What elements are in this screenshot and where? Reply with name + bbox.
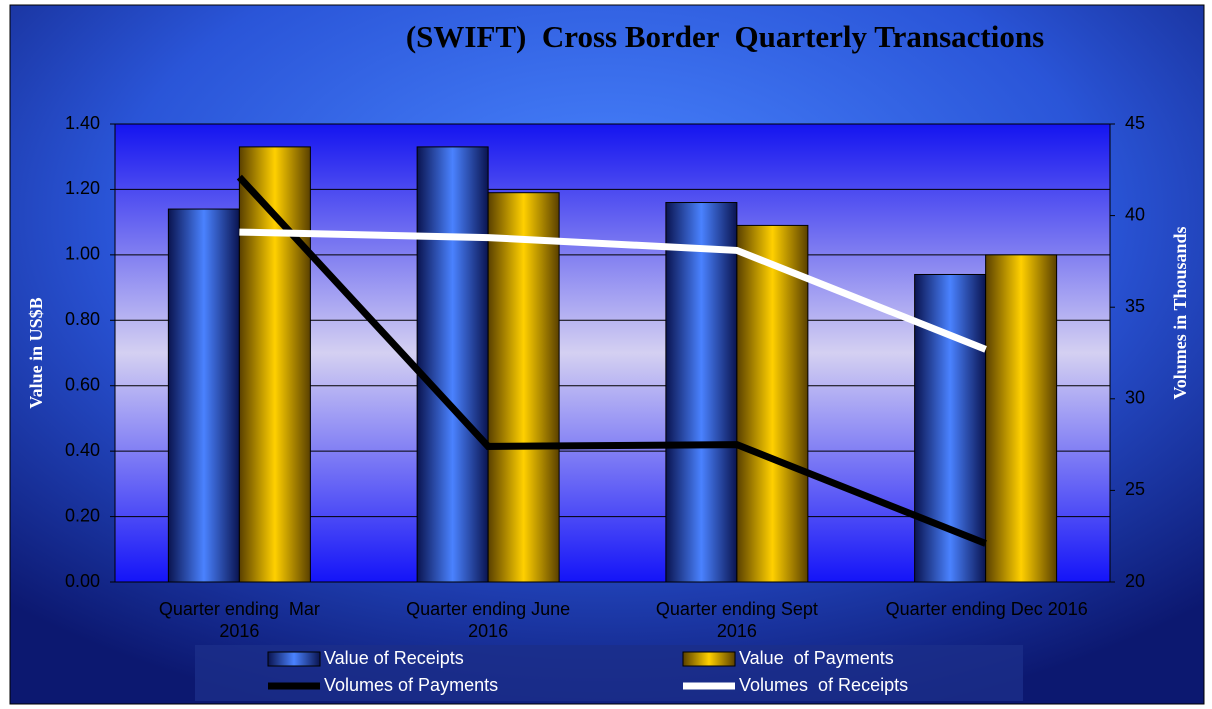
bar — [985, 254, 1058, 583]
x-tick-label: Quarter ending Mar 2016 — [158, 599, 325, 641]
y-tick-label: 1.00 — [65, 244, 100, 264]
bar — [736, 224, 809, 583]
y2-tick-label: 40 — [1125, 204, 1145, 224]
legend-swatch — [267, 651, 321, 667]
y2-tick-label: 45 — [1125, 113, 1145, 133]
y-tick-label: 0.60 — [65, 374, 100, 394]
legend-label: Volumes of Payments — [324, 675, 498, 695]
y2-tick-label: 30 — [1125, 388, 1145, 408]
y-tick-label: 1.20 — [65, 178, 100, 198]
bar — [487, 192, 560, 583]
y2-axis-label: Volumes in Thousands — [1170, 226, 1190, 399]
chart-title: (SWIFT) Cross Border Quarterly Transacti… — [406, 19, 1044, 54]
y-tick-label: 0.80 — [65, 309, 100, 329]
y2-tick-label: 20 — [1125, 571, 1145, 591]
y-tick-label: 1.40 — [65, 113, 100, 133]
y-axis-label: Value in US$B — [26, 297, 46, 408]
bar — [665, 202, 738, 583]
bar — [416, 146, 489, 583]
y2-tick-label: 25 — [1125, 479, 1145, 499]
x-tick-label: Quarter ending June 2016 — [406, 599, 576, 641]
bar — [167, 208, 240, 583]
legend-box — [195, 645, 1023, 701]
legend-label: Value of Payments — [739, 648, 894, 668]
x-tick-label: Quarter ending Dec 2016 — [885, 599, 1088, 619]
legend-label: Volumes of Receipts — [739, 675, 908, 695]
y-tick-label: 0.00 — [65, 571, 100, 591]
legend-swatch — [682, 651, 736, 667]
y-tick-label: 0.20 — [65, 505, 100, 525]
line-series — [239, 228, 987, 353]
legend-label: Value of Receipts — [324, 648, 464, 668]
y-tick-label: 0.40 — [65, 440, 100, 460]
y2-tick-label: 35 — [1125, 296, 1145, 316]
line-series — [236, 174, 987, 547]
x-tick-label: Quarter ending Sept 2016 — [655, 599, 823, 641]
